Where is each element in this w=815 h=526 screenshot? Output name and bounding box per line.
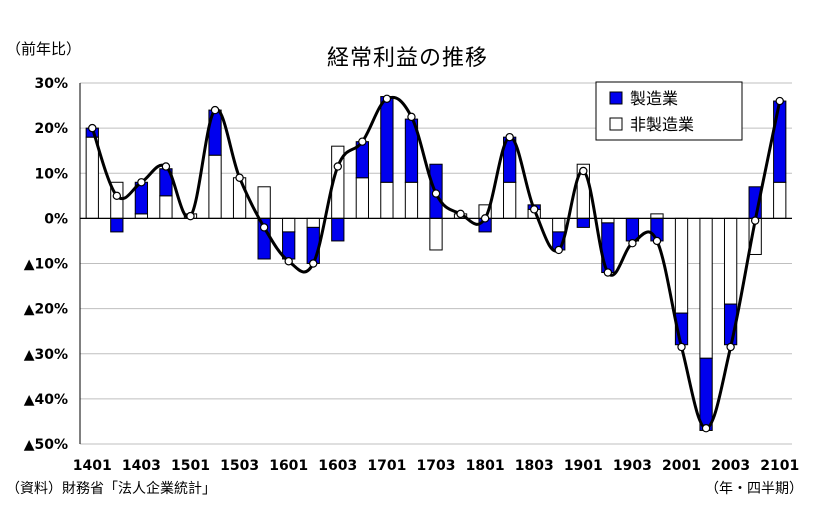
total-point bbox=[161, 162, 171, 171]
bar-non-manufacturing bbox=[552, 217, 566, 233]
legend-swatch-non-manufacturing bbox=[609, 117, 623, 131]
y-tick-label: 20% bbox=[34, 121, 68, 137]
x-tick-label: 1503 bbox=[220, 458, 259, 474]
bar-manufacturing bbox=[110, 217, 124, 233]
x-tick-label: 1501 bbox=[171, 458, 210, 474]
bar-non-manufacturing bbox=[503, 181, 517, 219]
total-point bbox=[186, 211, 195, 221]
x-tick-label: 1801 bbox=[466, 458, 505, 474]
total-point bbox=[701, 424, 711, 433]
total-point bbox=[530, 205, 539, 214]
bar-non-manufacturing bbox=[773, 181, 787, 219]
total-point bbox=[603, 268, 613, 277]
legend-swatch-manufacturing bbox=[609, 91, 623, 105]
y-tick-labels: 30% 20% 10% 0% ▲10% ▲20% ▲30% ▲40% ▲50% bbox=[24, 76, 68, 453]
source-note: （資料）財務省「法人企業統計」 bbox=[6, 481, 216, 497]
bar-manufacturing bbox=[380, 96, 394, 183]
x-tick-label: 2001 bbox=[662, 458, 701, 474]
bar-manufacturing bbox=[699, 357, 713, 431]
bar-non-manufacturing bbox=[134, 213, 149, 219]
total-point bbox=[579, 166, 588, 176]
bar-non-manufacturing bbox=[723, 217, 738, 305]
total-point bbox=[505, 132, 514, 142]
bar-non-manufacturing bbox=[208, 154, 222, 219]
total-point bbox=[333, 162, 342, 171]
x-tick-label: 1803 bbox=[515, 458, 554, 474]
total-point bbox=[407, 112, 416, 122]
total-point bbox=[284, 257, 293, 266]
y-tick-label: ▲50% bbox=[24, 437, 68, 453]
bar-non-manufacturing bbox=[159, 195, 173, 219]
total-point bbox=[382, 94, 392, 103]
total-point bbox=[628, 238, 637, 248]
legend-label-manufacturing: 製造業 bbox=[630, 89, 678, 108]
y-tick-label: ▲20% bbox=[24, 302, 68, 318]
x-tick-label: 1903 bbox=[613, 458, 652, 474]
total-point bbox=[235, 173, 244, 182]
bar-manufacturing bbox=[282, 231, 296, 260]
y-tick-label: ▲10% bbox=[24, 257, 68, 273]
y-tick-label: 30% bbox=[34, 76, 68, 92]
bar-non-manufacturing bbox=[355, 177, 369, 219]
bar-non-manufacturing bbox=[306, 217, 320, 228]
total-point bbox=[112, 191, 122, 201]
total-point bbox=[677, 342, 686, 352]
x-tick-labels: 1401 1403 1501 1503 1601 1603 1701 1703 1801 1803… bbox=[73, 458, 799, 474]
bar-non-manufacturing bbox=[380, 181, 394, 219]
total-point bbox=[259, 223, 269, 232]
total-point bbox=[652, 236, 662, 246]
y-tick-label: ▲30% bbox=[24, 347, 68, 363]
bar-manufacturing bbox=[576, 217, 590, 228]
y-tick-label: ▲40% bbox=[24, 392, 68, 408]
chart-title: 経常利益の推移 bbox=[326, 46, 488, 71]
total-point bbox=[137, 178, 146, 187]
bar-non-manufacturing bbox=[601, 217, 615, 224]
y-tick-label: 10% bbox=[34, 166, 68, 182]
bar-non-manufacturing bbox=[429, 217, 443, 251]
bar-non-manufacturing bbox=[674, 217, 689, 314]
bar-non-manufacturing bbox=[650, 213, 664, 219]
bar-non-manufacturing bbox=[404, 181, 419, 219]
bar-manufacturing bbox=[773, 100, 787, 183]
total-point bbox=[775, 96, 784, 106]
legend-label-non-manufacturing: 非製造業 bbox=[630, 115, 694, 134]
x-tick-label: 1401 bbox=[73, 458, 112, 474]
x-tick-label: 1403 bbox=[122, 458, 161, 474]
bar-non-manufacturing bbox=[699, 217, 713, 359]
bar-non-manufacturing bbox=[257, 186, 271, 219]
x-tick-label: 2003 bbox=[711, 458, 750, 474]
bar-manufacturing bbox=[625, 217, 640, 242]
total-point bbox=[554, 245, 563, 255]
bar-non-manufacturing bbox=[232, 177, 247, 219]
total-point bbox=[88, 123, 97, 133]
x-tick-label: 2101 bbox=[760, 458, 799, 474]
bar-non-manufacturing bbox=[282, 217, 296, 233]
bars bbox=[85, 96, 787, 431]
total-point bbox=[480, 214, 490, 223]
total-point bbox=[726, 342, 735, 352]
unit-label: （前年比） bbox=[6, 40, 82, 58]
x-tick-label: 1703 bbox=[417, 458, 456, 474]
x-tick-label: 1901 bbox=[564, 458, 603, 474]
total-point bbox=[456, 209, 465, 219]
x-tick-label: 1603 bbox=[318, 458, 357, 474]
total-point bbox=[358, 137, 367, 146]
x-tick-label: 1701 bbox=[367, 458, 406, 474]
y-tick-label: 0% bbox=[44, 211, 68, 227]
total-point bbox=[750, 216, 760, 225]
period-label: （年・四半期） bbox=[705, 481, 803, 497]
total-point bbox=[431, 189, 441, 198]
bar-manufacturing bbox=[331, 217, 345, 242]
bar-non-manufacturing bbox=[85, 136, 99, 219]
total-point bbox=[309, 259, 318, 268]
total-markers bbox=[88, 94, 784, 433]
total-point bbox=[210, 105, 220, 115]
x-tick-label: 1601 bbox=[269, 458, 308, 474]
legend: 製造業 非製造業 bbox=[595, 81, 743, 141]
